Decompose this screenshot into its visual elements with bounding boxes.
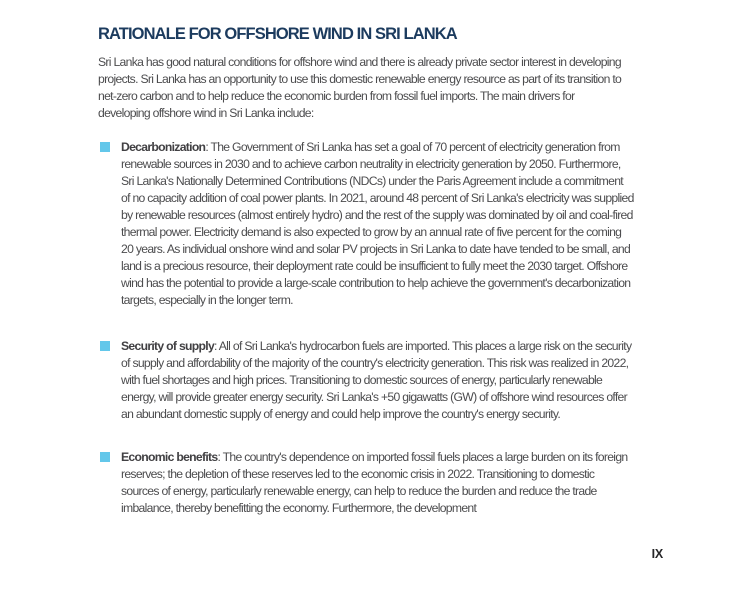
intro-paragraph: Sri Lanka has good natural conditions fo…: [98, 55, 622, 120]
driver-item-economic-benefits: Economic benefits: The country's depende…: [98, 449, 634, 517]
driver-text: : All of Sri Lanka's hydrocarbon fuels a…: [121, 339, 632, 421]
driver-label: Decarbonization: [121, 140, 206, 154]
driver-text: : The country's dependence on imported f…: [121, 450, 628, 515]
driver-item-decarbonization: Decarbonization: The Government of Sri L…: [98, 139, 634, 309]
bullet-square-icon: [100, 341, 110, 351]
bullet-square-icon: [100, 452, 110, 462]
driver-label: Security of supply: [121, 339, 215, 353]
page-title: RATIONALE FOR OFFSHORE WIND IN SRI LANKA: [98, 25, 458, 43]
page-number: IX: [651, 547, 664, 561]
driver-item-security-of-supply: Security of supply: All of Sri Lanka's h…: [98, 338, 634, 423]
driver-text: : The Government of Sri Lanka has set a …: [121, 140, 634, 307]
bullet-square-icon: [100, 142, 110, 152]
driver-label: Economic benefits: [121, 450, 218, 464]
